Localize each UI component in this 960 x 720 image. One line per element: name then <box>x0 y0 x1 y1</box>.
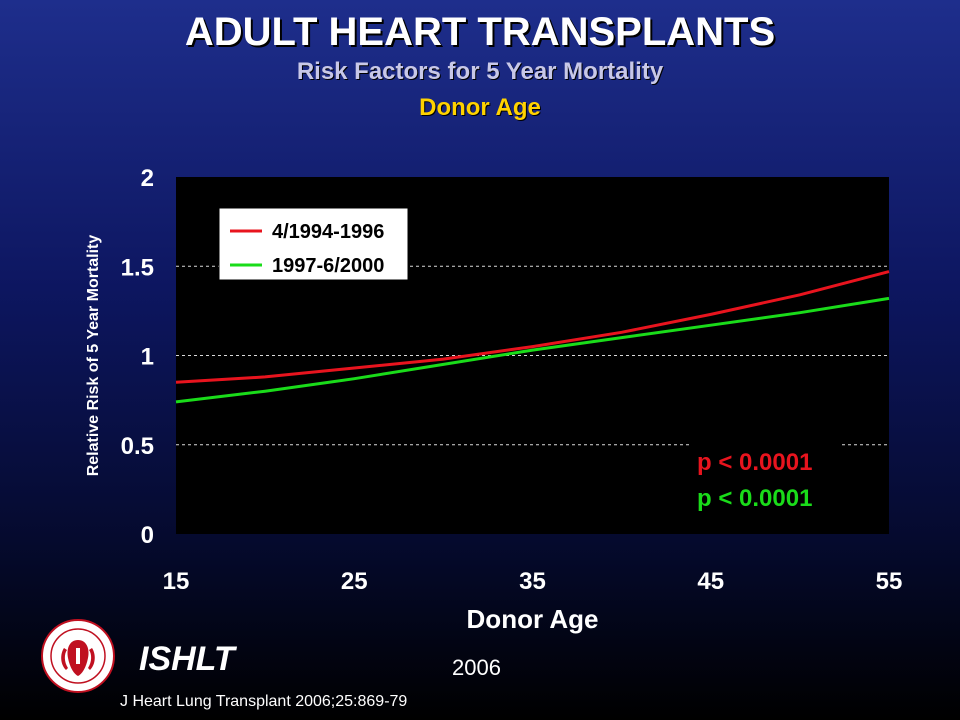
y-tick-label: 0 <box>141 522 154 549</box>
series-line-1 <box>175 270 890 384</box>
page-title: ADULT HEART TRANSPLANTS <box>184 10 776 54</box>
p-value-series-2: p < 0.0001 <box>697 485 812 512</box>
page-subtitle-secondary: Donor Age <box>419 94 541 121</box>
y-axis-title: Relative Risk of 5 Year Mortality <box>85 235 102 477</box>
annotation-box <box>690 444 840 528</box>
year-label: 2006 <box>452 655 501 680</box>
x-tick-label: 25 <box>341 568 368 595</box>
legend-label-series-1: 4/1994-1996 <box>272 221 384 243</box>
y-tick-label: 1 <box>141 344 154 371</box>
y-tick-label: 1.5 <box>121 254 154 281</box>
organization-label: ISHLT <box>139 640 235 678</box>
legend: 4/1994-1996 1997-6/2000 <box>218 207 409 281</box>
citation: J Heart Lung Transplant 2006;25:869-79 <box>120 693 408 710</box>
legend-box <box>218 207 409 281</box>
x-tick-label: 15 <box>163 568 190 595</box>
y-tick-label: 0.5 <box>121 433 154 460</box>
page-subtitle: Risk Factors for 5 Year Mortality <box>296 58 664 85</box>
ishlt-logo <box>41 619 115 693</box>
y-tick-labels: 0 0.5 1 1.5 2 <box>121 165 154 549</box>
x-tick-label: 35 <box>519 568 546 595</box>
series-line-2 <box>175 296 890 404</box>
x-tick-label: 55 <box>876 568 903 595</box>
p-value-series-1: p < 0.0001 <box>697 449 812 476</box>
x-tick-label: 45 <box>697 568 724 595</box>
y-tick-label: 2 <box>141 165 154 192</box>
x-tick-labels: 15 25 35 45 55 <box>163 568 903 595</box>
x-axis-title: Donor Age <box>467 604 599 634</box>
legend-label-series-2: 1997-6/2000 <box>272 255 384 277</box>
series-lines <box>175 270 890 404</box>
